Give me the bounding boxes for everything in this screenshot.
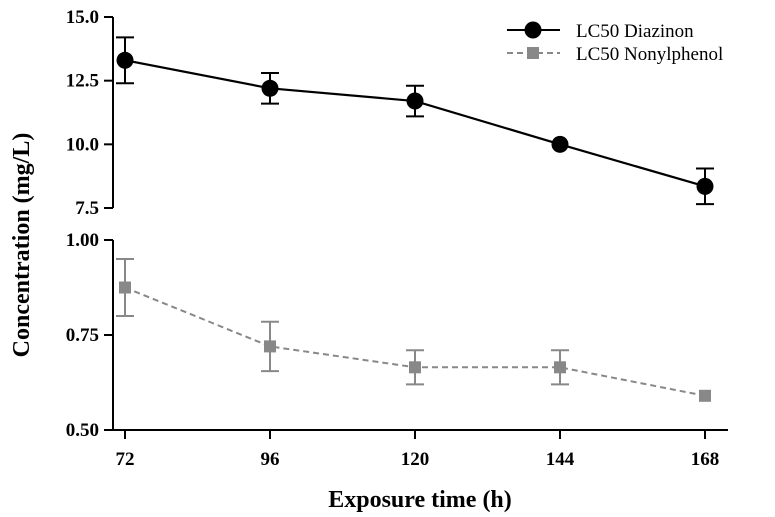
data-point (554, 361, 566, 374)
lower-y-tick-label: 0.75 (66, 325, 99, 346)
x-tick-label: 120 (401, 449, 430, 470)
upper-y-tick-label: 7.5 (75, 198, 99, 219)
y-axis-title: Concentration (mg/L) (9, 133, 35, 358)
lower-y-tick-label: 1.00 (66, 230, 99, 251)
data-point (264, 340, 276, 353)
x-tick-label: 144 (546, 449, 575, 470)
legend-marker (527, 47, 539, 59)
x-tick-label: 96 (261, 449, 280, 470)
x-tick-label: 72 (116, 449, 135, 470)
data-point (409, 361, 421, 374)
x-axis-title: Exposure time (h) (328, 487, 512, 513)
legend-label: LC50 Nonylphenol (576, 44, 723, 65)
data-point (699, 389, 711, 402)
lower-panel: 0.50 0.75 1.00 (66, 230, 711, 441)
lower-y-tick-label: 0.50 (66, 420, 99, 441)
data-point (119, 281, 131, 294)
data-point (261, 79, 279, 97)
data-point (406, 92, 424, 110)
series-line-0 (124, 59, 706, 188)
upper-y-tick-label: 10.0 (66, 134, 99, 155)
upper-panel: 7.5 10.0 12.5 15.0 (66, 7, 714, 219)
legend-label: LC50 Diazinon (576, 21, 694, 42)
data-point (116, 51, 134, 69)
legend-marker (524, 21, 542, 39)
x-axis: 72 96 120 144 168 (113, 429, 728, 470)
upper-y-tick-label: 12.5 (66, 71, 99, 92)
data-point (696, 177, 714, 195)
upper-y-tick-label: 15.0 (66, 7, 99, 28)
x-tick-label: 168 (691, 449, 720, 470)
data-point (551, 135, 569, 153)
